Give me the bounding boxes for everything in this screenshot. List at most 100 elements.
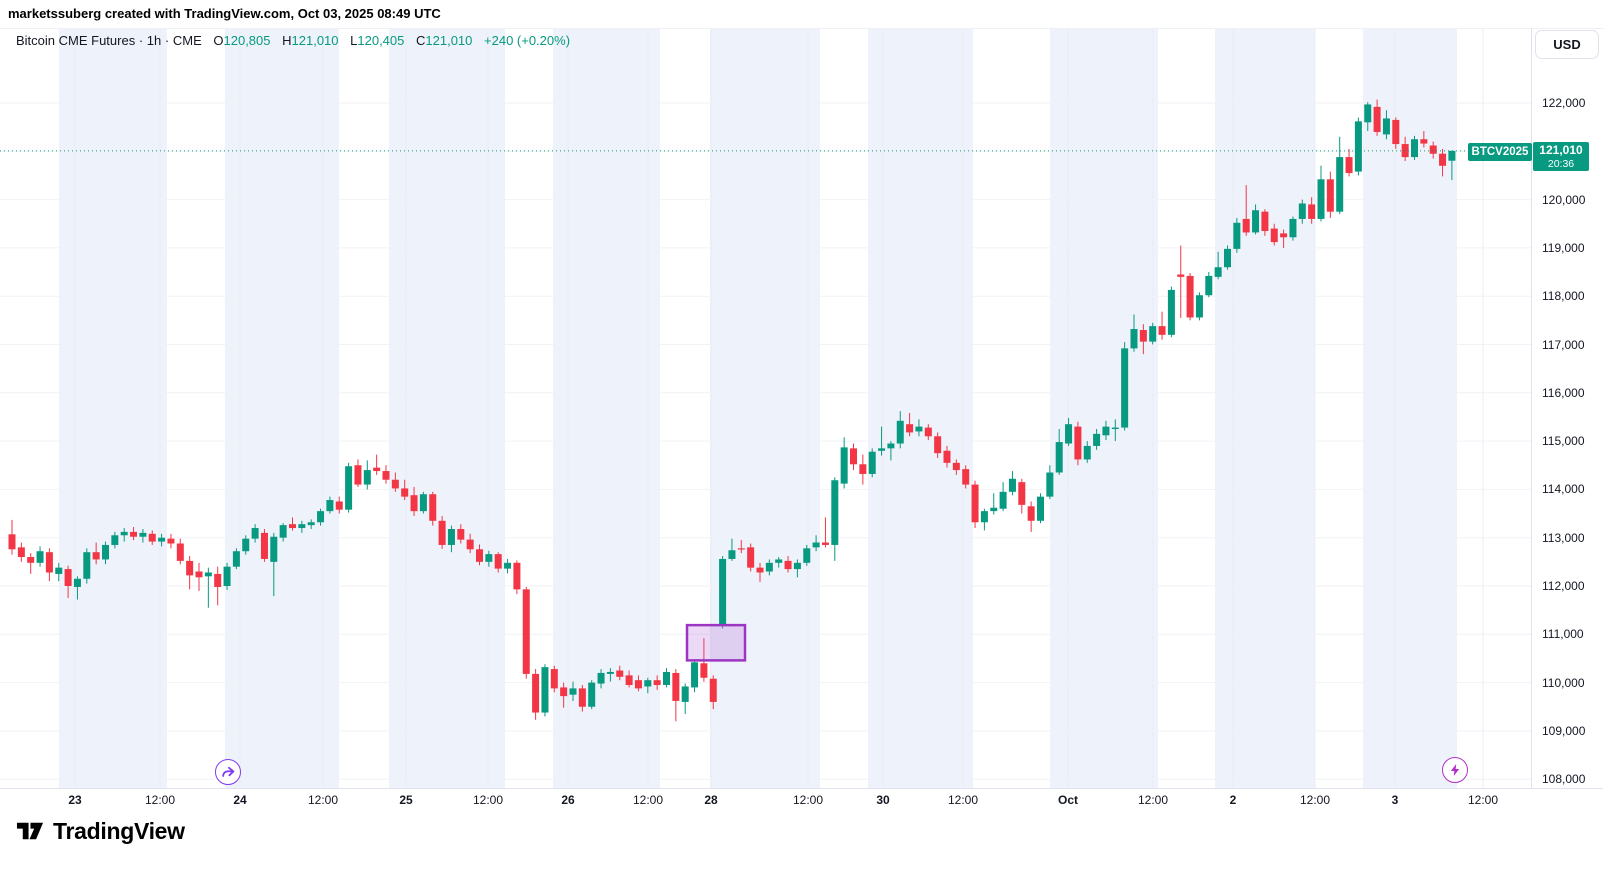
time-tick-label: 12:00 [307,793,339,807]
candle-body [1373,106,1381,132]
candle-body [326,500,334,512]
legend-separator: · [138,33,144,48]
time-tick-label: 12:00 [1137,793,1169,807]
candle-body [1130,329,1138,349]
candle-body [803,548,811,563]
candle-body [962,469,970,485]
last-price-label[interactable]: 121,010 20:36 [1533,142,1589,171]
candle-body [289,524,296,529]
time-tick-label: 12:00 [947,793,979,807]
candle-body [1046,472,1054,497]
session-band [553,28,660,788]
candle-body [1167,289,1175,335]
price-tick-label: 110,000 [1542,675,1585,690]
candle-body [616,670,624,677]
candle-body [1195,295,1203,318]
candle-body [504,562,512,569]
candle-body [840,447,848,484]
candle-body [176,543,184,561]
candle-body [494,554,502,569]
candle-body [681,686,689,702]
candle-body [485,554,493,562]
session-band [710,28,820,788]
close-value: 121,010 [425,33,473,48]
time-tick-label: 23 [68,793,82,807]
time-tick-label: 12:00 [472,793,504,807]
candle-body [821,542,829,545]
candle-body [167,538,175,544]
tradingview-wordmark: TradingView [53,818,185,844]
candle-body [1280,233,1288,238]
tradingview-logo[interactable]: TradingView [16,818,185,845]
lightning-icon[interactable] [1442,757,1468,783]
candle-body [401,488,409,497]
price-tick-label: 120,000 [1542,192,1586,207]
candle-body [990,507,998,512]
candle-body [73,578,81,587]
arrow-right-icon[interactable] [215,759,241,785]
candle-body [1261,211,1269,231]
candle-body [1382,118,1390,135]
candle-body [260,532,268,559]
candle-body [1411,139,1418,158]
price-tick-label: 116,000 [1542,385,1585,400]
attribution-text: marketssuberg created with TradingView.c… [8,6,441,21]
time-tick-label: 3 [1391,793,1399,807]
candle-body [8,534,16,550]
price-tick-label: 108,000 [1542,772,1586,787]
candle-body [120,531,128,536]
price-axis-border [1531,28,1532,788]
time-tick-label: 25 [399,793,413,807]
symbol-legend: Bitcoin CME Futures · 1h · CME O120,805 … [16,33,570,48]
candle-body [1018,482,1026,505]
candle-body [541,667,549,713]
price-tick-label: 117,000 [1542,337,1585,352]
high-label: H [282,33,292,48]
candle-body [1102,426,1110,436]
candle-body [1149,326,1157,342]
low-value: 120,405 [357,33,405,48]
candle-body [476,549,483,562]
session-band [59,28,167,788]
candle-body [765,562,773,572]
candle-body [307,522,315,526]
candle-body [513,562,521,590]
candle-body [1298,203,1306,219]
symbol-title[interactable]: Bitcoin CME Futures [16,33,136,48]
candle-body [1317,179,1325,219]
candle-body [737,548,745,550]
candle-body [793,562,801,570]
exchange-label: CME [172,33,202,48]
candle-body [1083,445,1091,460]
candle-body [578,688,586,707]
candle-body [1420,139,1428,144]
candle-body [915,426,923,432]
candle-body [139,532,147,537]
candle-body [1345,157,1353,174]
candle-body [1008,478,1016,492]
candle-body [644,680,652,687]
candle-body [279,525,287,538]
candle-body [251,528,259,539]
candle-body [419,494,427,512]
candle-body [887,443,895,449]
candle-body [691,662,699,688]
bar-countdown: 20:36 [1547,158,1575,170]
interval-label[interactable]: 1h [146,33,162,48]
currency-toggle-button[interactable]: USD [1535,30,1599,59]
candle-body [373,467,381,472]
candle-body [1111,427,1119,430]
legend-separator-2: · [164,33,170,48]
candle-body [1439,153,1447,166]
pane-top-border [0,28,1603,29]
candle-body [999,491,1007,509]
candle-body [1177,274,1185,277]
candle-body [298,524,306,529]
candle-body [775,559,783,563]
time-axis-border [0,788,1603,789]
candle-body [429,494,437,521]
session-band [1363,28,1457,788]
highlight-box[interactable] [685,623,747,662]
candle-body [1074,426,1082,460]
